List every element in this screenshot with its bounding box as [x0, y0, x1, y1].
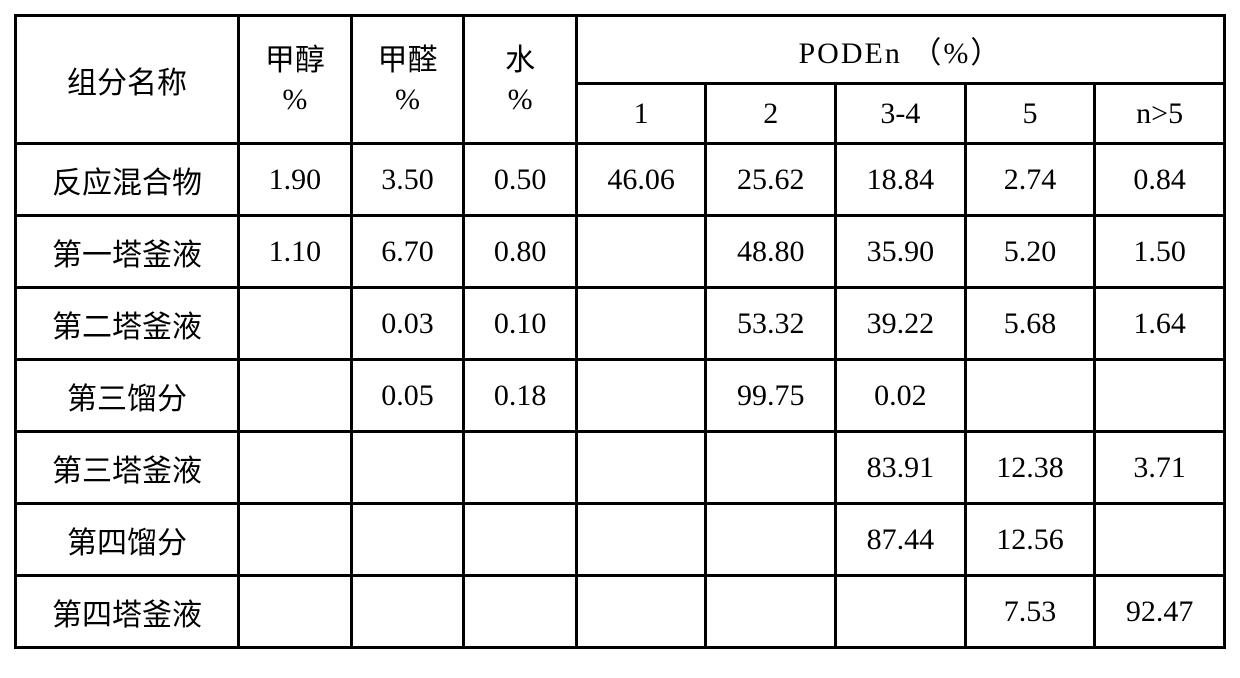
cell-p4: 2.74	[965, 144, 1095, 216]
header-poden-2: 2	[706, 84, 836, 144]
cell-methanol	[239, 504, 352, 576]
cell-methanol: 1.10	[239, 216, 352, 288]
cell-formaldehyde: 0.03	[351, 288, 464, 360]
cell-name: 第三馏分	[16, 360, 239, 432]
header-name: 组分名称	[16, 16, 239, 144]
header-poden-3: 3-4	[836, 84, 966, 144]
cell-methanol	[239, 360, 352, 432]
cell-water: 0.18	[464, 360, 577, 432]
cell-p3: 87.44	[836, 504, 966, 576]
table-row: 第三馏分 0.050.18 99.750.02	[16, 360, 1225, 432]
cell-p1	[576, 432, 706, 504]
cell-name: 第三塔釜液	[16, 432, 239, 504]
cell-water	[464, 576, 577, 648]
header-poden-1: 1	[576, 84, 706, 144]
header-row-1: 组分名称 甲醇 % 甲醛 % 水 % PODEn （%）	[16, 16, 1225, 84]
cell-p3: 18.84	[836, 144, 966, 216]
cell-name: 反应混合物	[16, 144, 239, 216]
cell-p2	[706, 504, 836, 576]
table-row: 第一塔釜液1.106.700.80 48.8035.905.201.50	[16, 216, 1225, 288]
cell-methanol	[239, 288, 352, 360]
cell-p5: 1.50	[1095, 216, 1225, 288]
cell-formaldehyde: 0.05	[351, 360, 464, 432]
cell-p3: 0.02	[836, 360, 966, 432]
cell-p3	[836, 576, 966, 648]
cell-name: 第四馏分	[16, 504, 239, 576]
cell-name: 第二塔釜液	[16, 288, 239, 360]
cell-p5	[1095, 360, 1225, 432]
cell-p2	[706, 576, 836, 648]
cell-p3: 39.22	[836, 288, 966, 360]
cell-formaldehyde: 6.70	[351, 216, 464, 288]
cell-water	[464, 504, 577, 576]
cell-formaldehyde: 3.50	[351, 144, 464, 216]
cell-p2: 48.80	[706, 216, 836, 288]
cell-p5: 1.64	[1095, 288, 1225, 360]
cell-water: 0.50	[464, 144, 577, 216]
header-water-bot: %	[508, 80, 533, 119]
cell-name: 第一塔釜液	[16, 216, 239, 288]
cell-methanol	[239, 576, 352, 648]
cell-p2	[706, 432, 836, 504]
header-poden-5: n>5	[1095, 84, 1225, 144]
cell-p2: 99.75	[706, 360, 836, 432]
cell-p4	[965, 360, 1095, 432]
header-poden-4: 5	[965, 84, 1095, 144]
cell-p5	[1095, 504, 1225, 576]
cell-p4: 5.20	[965, 216, 1095, 288]
header-methanol: 甲醇 %	[239, 16, 352, 144]
table-row: 第二塔釜液 0.030.10 53.3239.225.681.64	[16, 288, 1225, 360]
cell-water	[464, 432, 577, 504]
table-row: 第四馏分 87.4412.56	[16, 504, 1225, 576]
cell-p4: 5.68	[965, 288, 1095, 360]
cell-water: 0.80	[464, 216, 577, 288]
cell-p3: 35.90	[836, 216, 966, 288]
cell-p1	[576, 504, 706, 576]
table-row: 第三塔釜液 83.9112.383.71	[16, 432, 1225, 504]
cell-p1	[576, 360, 706, 432]
table-row: 反应混合物1.903.500.5046.0625.6218.842.740.84	[16, 144, 1225, 216]
cell-p4: 7.53	[965, 576, 1095, 648]
header-methanol-bot: %	[282, 80, 307, 119]
table-row: 第四塔釜液 7.5392.47	[16, 576, 1225, 648]
cell-formaldehyde	[351, 504, 464, 576]
header-methanol-top: 甲醇	[265, 41, 325, 80]
cell-methanol	[239, 432, 352, 504]
cell-p4: 12.38	[965, 432, 1095, 504]
cell-name: 第四塔釜液	[16, 576, 239, 648]
cell-p2: 25.62	[706, 144, 836, 216]
cell-p1	[576, 216, 706, 288]
cell-methanol: 1.90	[239, 144, 352, 216]
header-water-top: 水	[505, 41, 535, 80]
cell-formaldehyde	[351, 576, 464, 648]
cell-p5: 3.71	[1095, 432, 1225, 504]
cell-water: 0.10	[464, 288, 577, 360]
cell-p3: 83.91	[836, 432, 966, 504]
cell-formaldehyde	[351, 432, 464, 504]
header-poden: PODEn （%）	[576, 16, 1224, 84]
cell-p1	[576, 288, 706, 360]
header-formaldehyde-top: 甲醛	[377, 41, 437, 80]
cell-p1	[576, 576, 706, 648]
cell-p4: 12.56	[965, 504, 1095, 576]
cell-p1: 46.06	[576, 144, 706, 216]
header-water: 水 %	[464, 16, 577, 144]
cell-p5: 92.47	[1095, 576, 1225, 648]
cell-p2: 53.32	[706, 288, 836, 360]
composition-table: 组分名称 甲醇 % 甲醛 % 水 % PODEn （%） 1 2 3-4 5 n…	[14, 14, 1226, 649]
header-formaldehyde-bot: %	[395, 80, 420, 119]
cell-p5: 0.84	[1095, 144, 1225, 216]
header-formaldehyde: 甲醛 %	[351, 16, 464, 144]
